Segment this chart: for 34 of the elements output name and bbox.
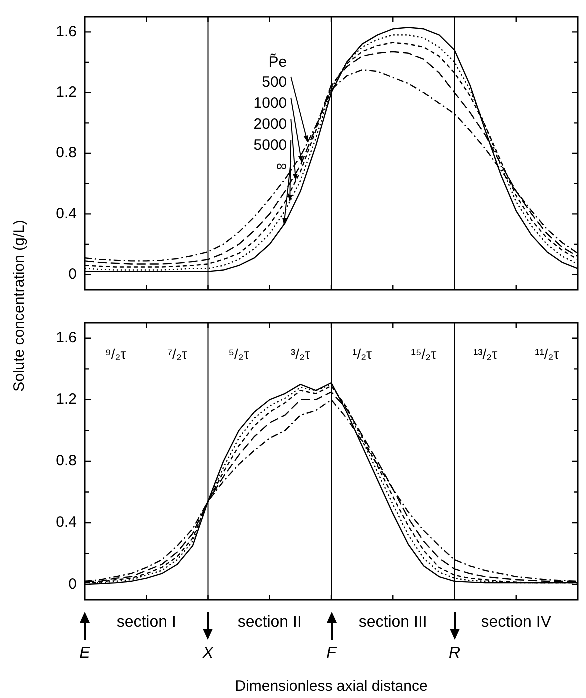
series-label: 2000	[254, 116, 288, 134]
x-tick-label: E	[80, 645, 91, 662]
text: section IV	[480, 614, 552, 632]
legend-title: P̃e	[268, 54, 288, 72]
x-tick-label: X	[202, 645, 215, 662]
text: section II	[236, 614, 303, 632]
annotation: ⁵/₂τ	[228, 346, 250, 362]
text: section III	[358, 614, 428, 632]
x-tick-label: R	[448, 645, 461, 662]
text: 500	[262, 74, 288, 92]
y-tick-label: 1.2	[56, 84, 77, 101]
y-axis-title: Solute concentration (g/L)	[10, 219, 29, 394]
y-tick-label: 1.6	[56, 23, 77, 40]
y-tick-label: 0.8	[56, 452, 77, 470]
text: 1000	[254, 95, 288, 112]
x-tick-label: F	[326, 645, 338, 662]
annotation: ⁷/₂τ	[167, 346, 188, 362]
y-tick-label: 0	[68, 266, 77, 283]
y-tick-label: 1.6	[56, 330, 77, 347]
annotation: ¹³/₂τ	[473, 346, 498, 362]
annotation: ³/₂τ	[290, 346, 311, 362]
y-tick-label: 0.4	[56, 514, 77, 532]
legend-label: ∞	[276, 158, 288, 176]
annotation: ⁹/₂τ	[105, 346, 127, 362]
text: section I	[116, 614, 178, 632]
annotation: ¹¹/₂τ	[535, 346, 560, 362]
y-tick-label: 0.8	[56, 144, 77, 162]
annotation: ¹/₂τ	[352, 346, 373, 362]
y-tick-label: 0	[68, 576, 77, 593]
annotation: ¹⁵/₂τ	[411, 346, 438, 362]
legend-label: 5000	[254, 137, 288, 154]
y-tick-label: 0.4	[56, 205, 77, 222]
x-axis-title: Dimensionless axial distance	[234, 678, 429, 695]
y-tick-label: 1.2	[56, 391, 77, 408]
